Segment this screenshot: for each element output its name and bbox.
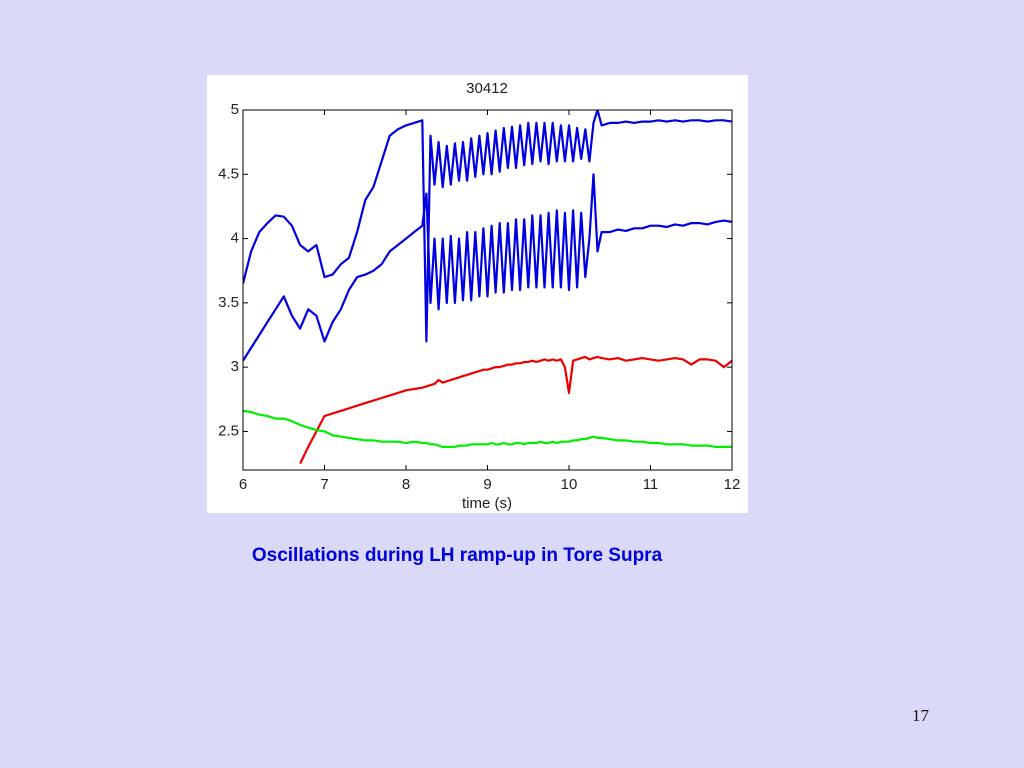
y-tick-label: 2.5 <box>218 422 239 439</box>
page-number: 17 <box>912 706 929 725</box>
chart-title: 30412 <box>466 80 508 97</box>
y-tick-label: 3 <box>231 358 239 375</box>
x-tick-label: 7 <box>320 476 328 493</box>
x-tick-label: 10 <box>561 476 578 493</box>
figure-background <box>207 75 748 513</box>
caption: Oscillations during LH ramp-up in Tore S… <box>251 545 663 566</box>
x-tick-label: 8 <box>402 476 410 493</box>
data-line <box>243 173 732 362</box>
y-tick-label: 4.5 <box>218 165 239 182</box>
x-axis-label: time (s) <box>462 495 512 512</box>
data-line <box>243 110 732 343</box>
y-tick-label: 4 <box>231 230 239 247</box>
data-line <box>243 409 732 448</box>
y-tick-label: 5 <box>231 101 239 118</box>
x-tick-label: 12 <box>724 476 741 493</box>
x-tick-label: 6 <box>239 476 247 493</box>
y-tick-label: 3.5 <box>218 294 239 311</box>
data-line <box>299 355 732 465</box>
x-tick-label: 11 <box>643 476 659 493</box>
x-tick-label: 9 <box>483 476 491 493</box>
